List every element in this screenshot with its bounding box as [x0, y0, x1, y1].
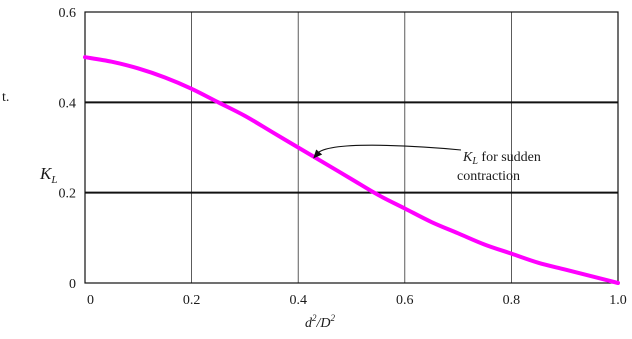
annotation-leader	[316, 144, 462, 154]
y-tick-label: 0.2	[59, 187, 77, 202]
plot-frame	[84, 11, 619, 284]
annotation-k: K	[462, 150, 473, 165]
x-tick-label: 0.2	[183, 293, 201, 308]
y-tick-label: 0.4	[59, 96, 77, 111]
x-axis-label-mid: /D	[316, 316, 331, 331]
x-axis-label-base: d	[305, 316, 313, 331]
y-tick-label: 0.6	[59, 6, 77, 21]
x-tick-label: 0.8	[503, 293, 521, 308]
y-tick-label: 0	[69, 277, 76, 292]
x-axis-label: d2/D2	[305, 313, 336, 331]
y-axis-label-base: K	[39, 164, 53, 183]
x-tick-label: 1.0	[609, 293, 627, 308]
series-line-kl	[83, 55, 620, 285]
grid	[85, 12, 618, 283]
edge-text-fragment: t.	[2, 90, 9, 105]
annotation-line-1: KL for sudden	[462, 150, 541, 167]
x-tick-labels: 0 0.2 0.4 0.6 0.8 1.0	[87, 293, 627, 308]
x-tick-label: 0.4	[289, 293, 307, 308]
x-axis-label-sup2: 2	[331, 313, 336, 323]
y-tick-labels: 0 0.2 0.4 0.6	[59, 6, 77, 292]
y-axis-label: KL	[39, 164, 57, 186]
x-tick-label: 0.6	[396, 293, 414, 308]
annotation-line-2: contraction	[457, 169, 520, 184]
annotation-k-sub: L	[471, 156, 478, 167]
x-axis-label-sup1: 2	[312, 313, 317, 323]
annotation-rest: for sudden	[478, 150, 541, 165]
x-tick-label: 0	[87, 293, 94, 308]
annotation-arrowhead	[313, 149, 323, 159]
annotation: KL for sudden contraction	[313, 144, 541, 184]
y-axis-label-sub: L	[50, 174, 57, 186]
